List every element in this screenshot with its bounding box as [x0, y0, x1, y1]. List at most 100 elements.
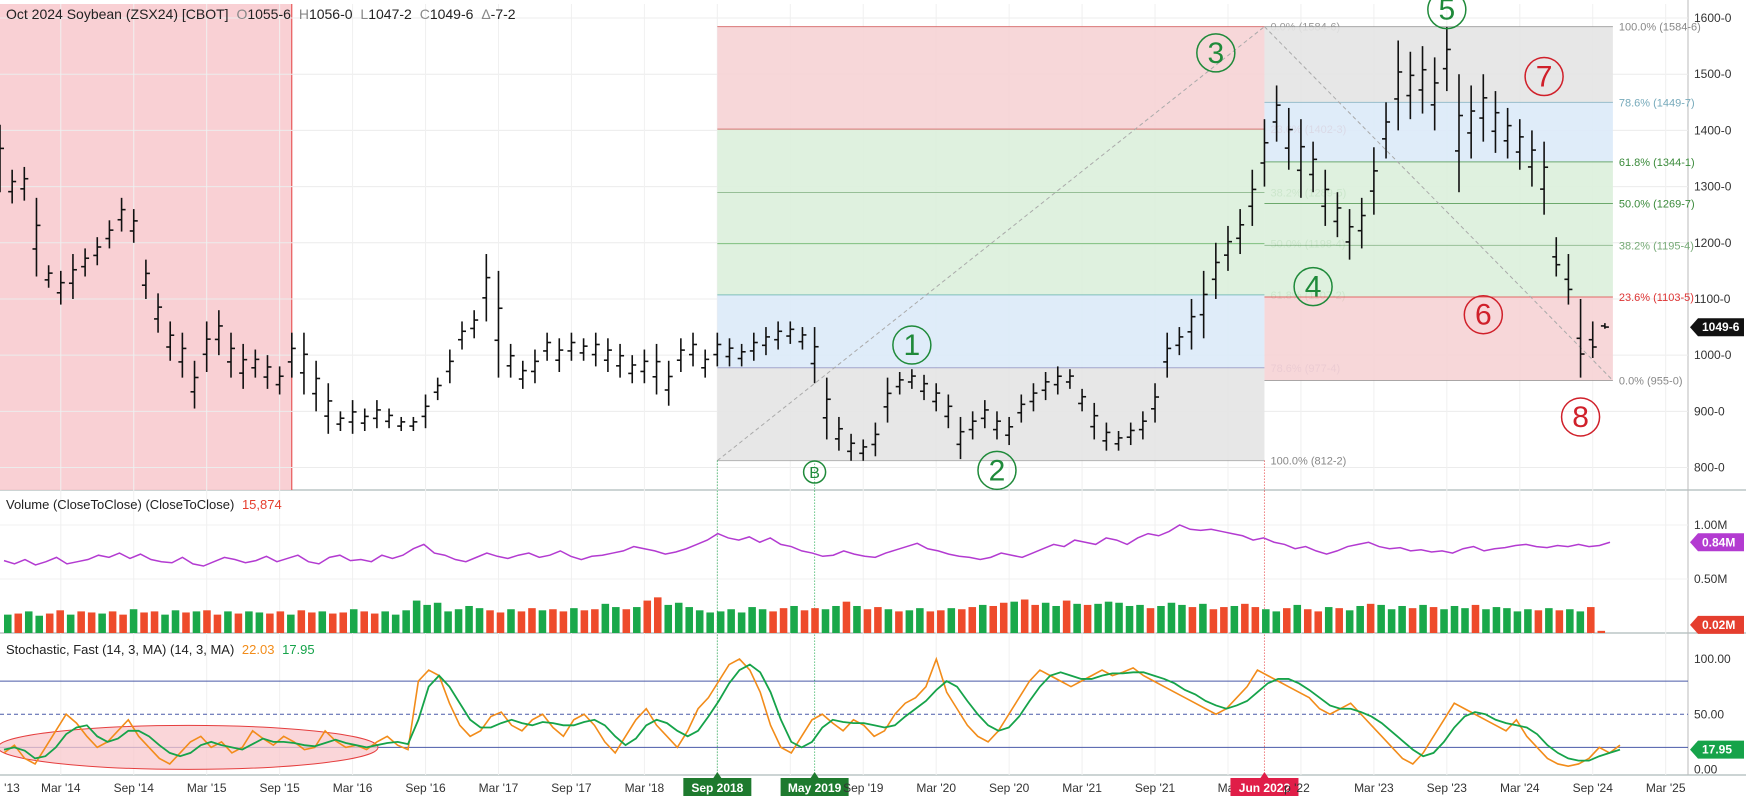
price-bar	[871, 422, 880, 457]
volume-bar	[653, 597, 662, 633]
oi-badge-label: 0.84M	[1702, 535, 1735, 549]
stochastic-d-badge-label: 17.95	[1702, 743, 1732, 757]
price-bar	[445, 349, 454, 384]
price-bar	[822, 377, 831, 440]
stochastic-header: Stochastic, Fast (14, 3, MA) (14, 3, MA)…	[6, 642, 315, 657]
price-bar	[1187, 298, 1196, 350]
volume-bar	[874, 607, 882, 633]
open-interest-line	[3, 524, 1611, 567]
price-bar	[360, 408, 369, 432]
time-highlight-label: May 2019	[780, 772, 849, 796]
volume-bar	[937, 610, 945, 633]
stochastic-tick-label: 100.00	[1694, 652, 1731, 666]
price-bar	[1406, 51, 1415, 120]
price-bar	[1357, 197, 1366, 249]
volume-bar	[1387, 609, 1396, 633]
price-bar	[676, 338, 685, 373]
price-bar	[1126, 422, 1135, 446]
volume-bar	[1503, 608, 1511, 633]
volume-bar	[1083, 604, 1092, 633]
time-label: May 2019	[788, 781, 842, 795]
volume-bar	[517, 611, 526, 633]
price-bar	[251, 349, 260, 378]
price-bar	[93, 237, 102, 266]
time-label: Mar '18	[625, 781, 665, 795]
volume-bar	[1471, 604, 1480, 633]
volume-bar	[1157, 605, 1165, 633]
wave-label-text: 3	[1207, 37, 1224, 70]
volume-bar	[1377, 604, 1385, 633]
price-bar	[1382, 102, 1391, 159]
price-bar	[737, 343, 746, 367]
price-bar	[883, 377, 892, 423]
price-bar	[859, 439, 868, 461]
time-label: '13	[4, 781, 20, 795]
price-bar	[579, 338, 588, 361]
volume-bar	[1324, 607, 1333, 633]
price-bar	[409, 416, 418, 432]
wave-label-2: 2	[977, 450, 1017, 491]
price-bar	[543, 332, 552, 361]
fib-down-level-label: 0.0% (955-0)	[1619, 375, 1683, 387]
price-bar	[312, 360, 321, 412]
volume-bar	[737, 612, 746, 633]
price-bar	[603, 338, 612, 373]
price-bar	[1223, 225, 1232, 271]
price-bar	[1479, 74, 1488, 142]
volume-bar	[958, 609, 966, 633]
change-label: Δ	[481, 6, 490, 22]
stochastic-d-badge: 17.95	[1690, 740, 1744, 759]
stochastic-d-value: 17.95	[282, 642, 315, 657]
volume-bar	[1450, 605, 1459, 633]
volume-bar	[716, 611, 725, 633]
fib-up-zone	[717, 367, 1265, 461]
volume-bar	[1492, 607, 1501, 633]
time-label: Sep '16	[405, 781, 446, 795]
stochastic-tick-label: 0.00	[1694, 762, 1718, 776]
volume-bar	[549, 609, 557, 633]
price-bar	[616, 343, 625, 378]
volume-bar	[255, 612, 264, 633]
volume-bar	[1283, 608, 1291, 633]
volume-bar	[1041, 602, 1050, 633]
fib-down-trendline	[1264, 26, 1614, 381]
price-bar	[8, 169, 17, 204]
time-label: Sep '17	[551, 781, 592, 795]
price-bar	[567, 332, 576, 361]
price-bar	[518, 360, 527, 389]
volume-bar	[266, 613, 274, 633]
price-tick-label: 800-0	[1694, 461, 1725, 475]
price-bar	[1309, 141, 1318, 193]
price-bar	[1284, 107, 1293, 170]
price-bar	[1333, 192, 1342, 238]
volume-bar	[297, 610, 306, 633]
volume-bar	[1073, 603, 1081, 633]
price-bar	[1005, 416, 1014, 446]
fib-down-level-label: 61.8% (1344-1)	[1619, 157, 1695, 169]
price-bar	[810, 327, 819, 384]
volume-bar	[622, 609, 631, 633]
volume-bar	[1136, 604, 1144, 633]
volume-bar	[56, 610, 64, 633]
volume-bar	[444, 611, 452, 633]
price-bar	[1467, 85, 1476, 159]
time-label: p '22	[1284, 781, 1310, 795]
high-label: H	[299, 6, 309, 22]
fib-up-zone	[717, 129, 1265, 193]
volume-bar	[821, 609, 830, 633]
price-bar	[129, 209, 138, 243]
price-bar	[932, 383, 941, 412]
price-bar	[397, 416, 406, 432]
volume-bar	[790, 605, 798, 633]
volume-bar	[287, 614, 295, 633]
price-bar	[1527, 130, 1536, 187]
volume-bar	[308, 612, 316, 633]
price-bar	[956, 416, 965, 460]
volume-bar	[66, 614, 75, 633]
volume-bar	[161, 614, 169, 633]
price-bar	[774, 321, 783, 350]
time-label: Sep '15	[259, 781, 300, 795]
volume-bar	[234, 613, 243, 633]
